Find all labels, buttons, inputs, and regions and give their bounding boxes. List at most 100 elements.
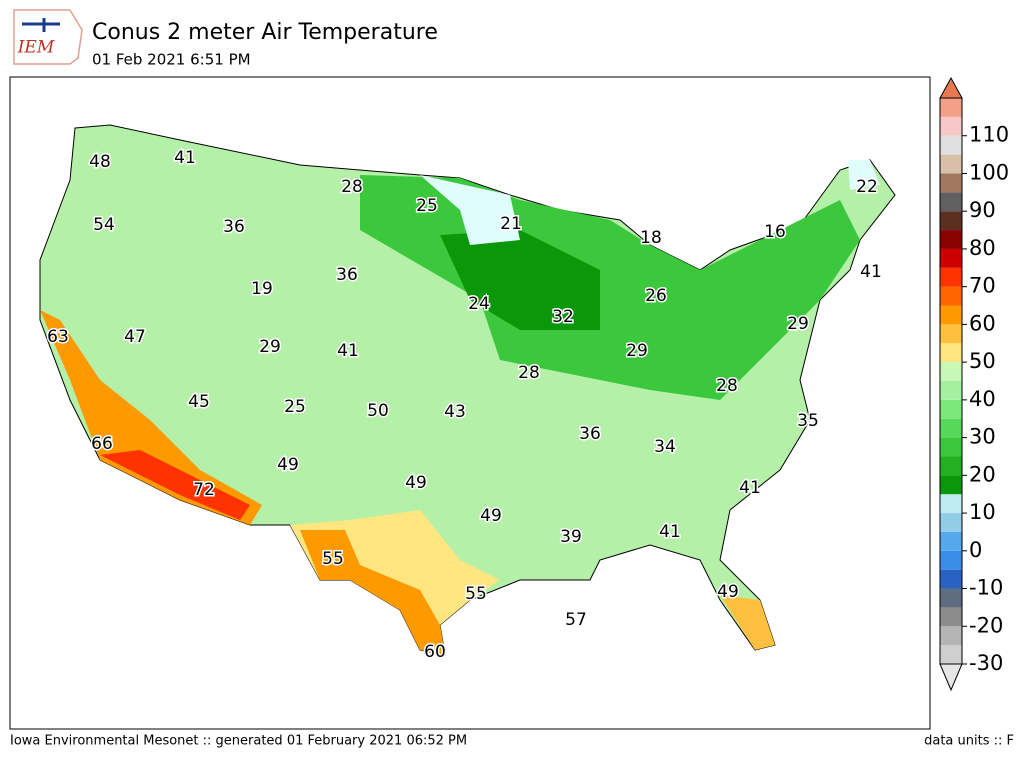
temp-label: 19 [251,279,273,299]
colorbar-bin [940,531,962,551]
temp-label: 25 [416,196,438,216]
colorbar-bin [940,230,962,249]
colorbar-bin [940,588,962,608]
colorbar-frame [939,97,963,665]
colorbar-bin [940,513,962,532]
map: 48 41 28 25 21 22 18 16 54 36 36 19 24 32 26 41 29 63 47 29… [39,124,896,664]
colorbar-bin [940,550,962,570]
colorbar-tick-label: 100 [969,160,1009,184]
colorbar-bin [940,475,962,495]
temp-label: 49 [480,506,502,526]
temp-label: 47 [124,327,146,347]
colorbar-bin [940,192,962,212]
colorbar-tick-label: 90 [969,198,996,222]
footer-right: data units :: F [924,734,1014,749]
temp-label: 36 [579,424,601,444]
temp-label: 55 [322,549,344,569]
temp-label: 39 [560,527,582,547]
colorbar-bin [940,116,962,136]
temp-label: 41 [659,522,681,542]
colorbar-bin [940,98,962,117]
temp-label: 49 [405,473,427,493]
temp-label: 49 [717,582,739,602]
temp-label: 50 [367,401,389,421]
region-tx-warm [300,530,445,655]
colorbar-bin [940,173,962,193]
colorbar-bin [940,626,962,646]
temp-label: 29 [787,314,809,334]
colorbar-tick-label: 10 [969,500,996,524]
region-fl [720,595,775,650]
colorbar-bin [940,494,962,514]
temp-label: 54 [93,215,115,235]
temp-label: 72 [193,480,215,500]
colorbar-bin [940,154,962,174]
temp-label: 41 [860,262,882,282]
colorbar-extend-bottom [939,663,963,692]
temp-label: 36 [336,265,358,285]
temp-label: 57 [565,610,587,630]
colorbar-tick-label: 40 [969,387,996,411]
colorbar-bin [940,324,962,344]
temp-label: 32 [552,307,574,327]
temp-label: 29 [626,341,648,361]
temp-label: 49 [277,455,299,475]
temp-label: 41 [337,341,359,361]
colorbar-tick-label: 30 [969,425,996,449]
logo-text: IEM [17,38,55,58]
temp-label: 60 [424,642,446,662]
footer-left: Iowa Environmental Mesonet :: generated … [10,734,467,749]
temp-label: 21 [500,214,522,234]
temp-label: 48 [89,152,111,172]
colorbar-bin [940,418,962,438]
region-me [848,160,880,190]
subtitle: 01 Feb 2021 6:51 PM [92,51,251,69]
colorbar-bin [940,248,962,268]
colorbar-tick-label: -10 [969,576,1003,600]
colorbar-extend-top [939,76,963,99]
colorbar-bin [940,362,962,381]
colorbar-tick-label: 50 [969,349,996,373]
colorbar-bin [940,437,962,457]
colorbar-tick-label: 20 [969,462,996,486]
region-hot [100,450,250,520]
title: Conus 2 meter Air Temperature [92,20,438,45]
colorbar-tick-label: 110 [969,123,1009,147]
colorbar-bin [940,135,962,155]
colorbar-tick-label: 80 [969,236,996,260]
temp-label: 28 [518,363,540,383]
temp-label: 26 [645,286,667,306]
logo: IEM [13,9,83,65]
region-coldest [440,230,600,330]
colorbar-bin [940,607,962,627]
colorbar-bin [940,267,962,287]
colorbar-bin [940,381,962,400]
colorbar-bin [940,343,962,363]
temp-label: 18 [640,228,662,248]
temp-label: 41 [739,478,761,498]
colorbar-bin [940,399,962,419]
colorbar-bin [940,456,962,476]
colorbar-bin [940,569,962,589]
temp-label: 24 [468,294,490,314]
temp-label: 45 [188,392,210,412]
logo-icon [22,18,60,32]
temp-label: 36 [223,217,245,237]
colorbar-bin [940,211,962,231]
colorbar-tick-label: 60 [969,311,996,335]
temp-label: 28 [341,177,363,197]
colorbar-bin [940,645,962,664]
temp-label: 55 [465,584,487,604]
colorbar-bin [940,286,962,306]
temp-label: 22 [856,177,878,197]
temp-label: 63 [47,327,69,347]
temp-label: 25 [284,397,306,417]
temp-label: 43 [444,402,466,422]
temp-label: 28 [716,376,738,396]
colorbar-tick-label: -30 [969,651,1003,675]
colorbar-tick-label: 70 [969,274,996,298]
region-cyan [420,175,520,245]
colorbar-tick-label: 0 [969,538,982,562]
colorbar: -30 -20 -10 0 10 20 30 40 50 60 70 80 90 100 110 [939,76,1009,692]
